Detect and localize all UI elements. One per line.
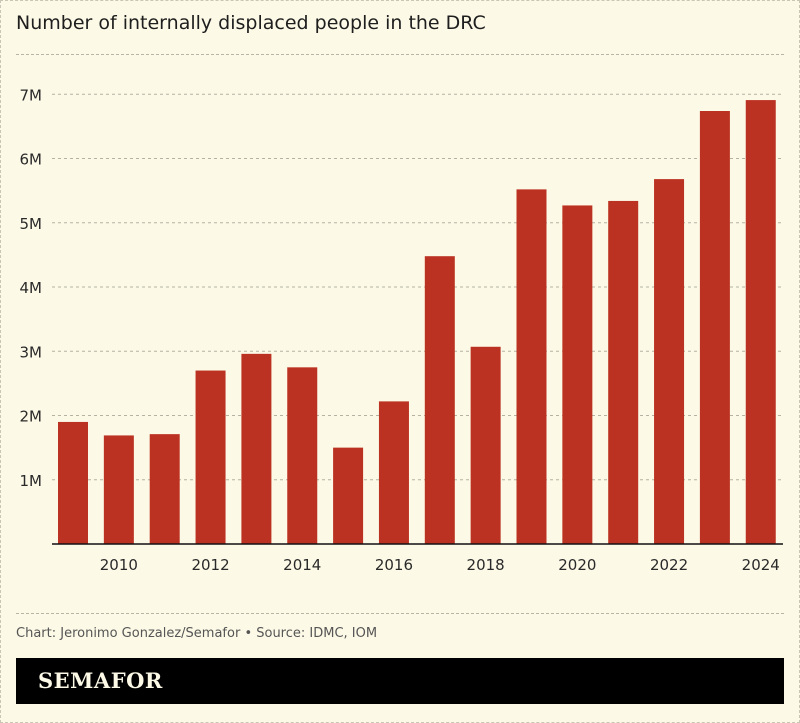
- bar-2015: [333, 447, 364, 544]
- x-tick-label: 2014: [283, 556, 321, 574]
- x-tick-label: 2024: [742, 556, 780, 574]
- bar-2019: [516, 189, 547, 544]
- bar-chart: 1M 2M 3M 4M 5M 6M 7M 2010 2012 2014 2016 2018 2020 20…: [20, 86, 783, 574]
- brand-bar: SEMAFOR: [16, 658, 784, 704]
- bar-2016: [378, 401, 409, 544]
- y-tick-label: 7M: [20, 86, 43, 104]
- x-tick-label: 2012: [191, 556, 229, 574]
- y-tick-label: 3M: [20, 343, 43, 361]
- bar-2021: [608, 200, 639, 544]
- bar-2014: [287, 367, 318, 544]
- x-tick-label: 2022: [650, 556, 688, 574]
- chart-title: Number of internally displaced people in…: [16, 12, 486, 34]
- x-tick-label: 2018: [467, 556, 505, 574]
- x-tick-label: 2020: [558, 556, 596, 574]
- y-tick-label: 5M: [20, 215, 43, 233]
- divider: [16, 54, 784, 55]
- bar-2018: [470, 346, 501, 544]
- y-tick-label: 2M: [20, 408, 43, 426]
- y-tick-label: 1M: [20, 472, 43, 490]
- bar-2010: [103, 435, 134, 544]
- bar-2011: [149, 434, 180, 544]
- x-tick-label: 2010: [100, 556, 138, 574]
- bar-2022: [654, 179, 685, 544]
- chart-credit: Chart: Jeronimo Gonzalez/Semafor • Sourc…: [16, 626, 378, 641]
- bar-2024: [745, 100, 776, 545]
- divider: [16, 613, 784, 614]
- bar-2009: [58, 421, 88, 544]
- bar-2012: [195, 370, 226, 544]
- y-tick-label: 6M: [20, 151, 43, 169]
- semafor-logo: SEMAFOR: [38, 668, 163, 693]
- bar-2017: [424, 256, 455, 544]
- x-tick-label: 2016: [375, 556, 413, 574]
- bar-2023: [699, 111, 730, 544]
- bar-2013: [241, 353, 272, 544]
- bar-2020: [562, 205, 593, 545]
- y-tick-label: 4M: [20, 279, 43, 297]
